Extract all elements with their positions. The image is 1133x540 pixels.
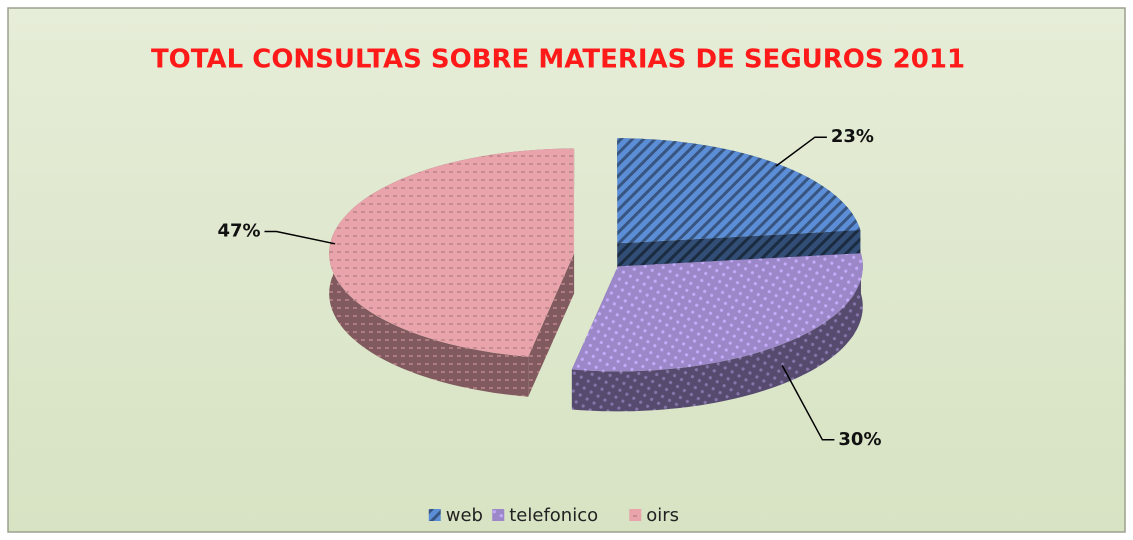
chart-title: TOTAL CONSULTAS SOBRE MATERIAS DE SEGURO… <box>151 45 965 75</box>
slice <box>571 253 863 372</box>
legend-swatch <box>428 509 441 521</box>
slice-side <box>571 253 863 412</box>
data-label: 47% <box>217 220 260 241</box>
legend-label: telefonico <box>509 505 598 526</box>
slice-wall <box>528 253 575 397</box>
data-label: 23% <box>831 126 874 147</box>
leader-line <box>264 230 336 245</box>
legend-swatch <box>492 509 505 521</box>
leader-line <box>775 136 827 167</box>
slice <box>617 138 861 244</box>
legend-swatch <box>629 509 642 521</box>
data-label: 30% <box>838 429 881 450</box>
slice <box>329 148 575 357</box>
leader-line <box>781 365 835 441</box>
legend-label: web <box>446 505 483 526</box>
legend-label: oirs <box>646 505 679 526</box>
